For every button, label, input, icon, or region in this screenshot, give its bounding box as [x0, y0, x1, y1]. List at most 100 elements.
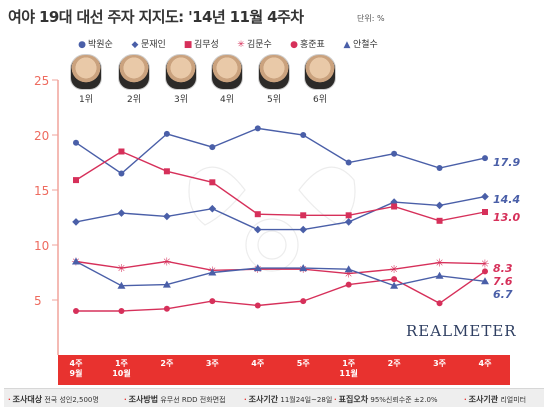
emblem-right-wing: [298, 166, 356, 226]
x-tick-label: 1주 10월: [112, 359, 131, 378]
data-point: [482, 268, 488, 275]
end-value-label: 13.0: [493, 211, 520, 224]
unit-label: 단위: %: [357, 14, 385, 23]
y-tick-label: 5: [34, 294, 42, 308]
data-point: [208, 268, 217, 276]
series-line: [75, 195, 486, 231]
person-icon: [258, 54, 290, 90]
x-tick-label: 5주: [296, 359, 310, 368]
y-tick-label: 15: [34, 184, 49, 198]
legend-item-hong: ● 홍준표: [288, 37, 325, 50]
emblem-circle: [245, 218, 299, 272]
data-point: [118, 308, 125, 314]
data-point: [73, 139, 79, 146]
end-value-label: 7.6: [493, 275, 513, 288]
series-line: [75, 260, 486, 287]
series-line: [75, 260, 486, 275]
portrait-kim-ms: 3위: [163, 54, 199, 105]
data-point: [209, 144, 216, 151]
rank-label: 6위: [312, 95, 327, 105]
footer-agency: · 조사기관 리얼미터: [464, 395, 527, 404]
series-line: [75, 127, 486, 175]
x-tick-label: 3주: [205, 359, 219, 368]
triangle-marker-icon: ▲: [343, 40, 351, 50]
end-value-label: 14.4: [493, 193, 520, 206]
data-point: [72, 257, 80, 265]
legend-item-kim-ms: ■ 김무성: [182, 37, 219, 50]
data-point: [254, 302, 261, 309]
data-point: [253, 264, 262, 272]
rank-label: 1위: [78, 95, 93, 105]
series-line: [75, 150, 486, 222]
legend-label: 김무성: [194, 40, 219, 50]
data-point: [72, 218, 80, 226]
data-point: [436, 300, 443, 307]
diamond-marker-icon: ◆: [131, 40, 139, 50]
x-tick-label: 4주: [251, 359, 265, 368]
y-tick-label: 25: [34, 74, 49, 88]
person-icon: [304, 54, 336, 90]
data-point: ✳: [117, 262, 126, 275]
legend-label: 안철수: [353, 40, 378, 50]
data-point: [482, 209, 488, 215]
legend-label: 문재인: [141, 40, 166, 50]
data-point: [345, 212, 352, 219]
person-icon: [211, 54, 243, 90]
data-point: [208, 204, 217, 213]
rank-label: 2위: [126, 95, 141, 105]
portrait-hong: 5위: [256, 54, 292, 105]
data-point: [253, 225, 262, 234]
circle-marker-icon: ●: [290, 40, 298, 50]
legend-label: 김문수: [247, 40, 272, 50]
x-tick-label: 4주: [478, 359, 492, 368]
data-point: [117, 281, 126, 289]
x-axis-band: [58, 355, 510, 385]
footer-period: · 조사기간 11월24일~28일: [244, 395, 333, 404]
data-point: [299, 264, 308, 272]
data-point: [209, 179, 216, 186]
person-icon: [70, 54, 102, 90]
data-point: [300, 132, 307, 138]
data-point: [436, 217, 443, 224]
chart-title: 여야 19대 대선 주자 지지도: '14년 11월 4주차: [8, 8, 304, 26]
data-point: [481, 192, 489, 201]
data-point: [300, 298, 307, 305]
legend-item-ahn: ▲ 안철수: [341, 37, 378, 50]
x-tick-label: 2주: [387, 359, 401, 368]
person-icon: [118, 54, 150, 90]
rank-label: 3위: [173, 95, 188, 105]
footer-error: · 표집오차 95%신뢰수준 ±2.0%: [334, 395, 438, 404]
end-value-label: 6.7: [493, 288, 513, 301]
data-point: [73, 308, 79, 314]
data-point: [345, 159, 352, 166]
data-point: [390, 281, 399, 289]
data-point: ✳: [162, 256, 171, 269]
portrait-moon: 2위: [116, 54, 152, 105]
portrait-ahn: 6위: [302, 54, 338, 105]
data-point: [73, 177, 79, 184]
data-point: [254, 211, 261, 218]
data-point: [118, 148, 125, 155]
rank-label: 4위: [219, 95, 234, 105]
data-point: [209, 298, 216, 305]
end-value-label: 8.3: [493, 262, 513, 275]
data-point: ✳: [390, 263, 399, 276]
data-point: [300, 212, 307, 219]
emblem-left-wing: [188, 166, 246, 226]
x-tick-label: 1주 11월: [339, 359, 358, 378]
data-point: [481, 277, 489, 285]
legend-item-moon: ◆ 문재인: [129, 37, 166, 50]
rank-label: 5위: [266, 95, 281, 105]
legend-label: 홍준표: [300, 40, 325, 50]
data-point: ✳: [435, 257, 444, 270]
data-point: [344, 265, 353, 273]
data-point: [436, 165, 443, 171]
data-point: [391, 150, 398, 157]
asterisk-marker-icon: ✳: [237, 40, 245, 50]
data-point: [482, 155, 488, 162]
data-point: [118, 170, 125, 177]
data-point: [435, 201, 444, 210]
data-point: [391, 276, 398, 283]
